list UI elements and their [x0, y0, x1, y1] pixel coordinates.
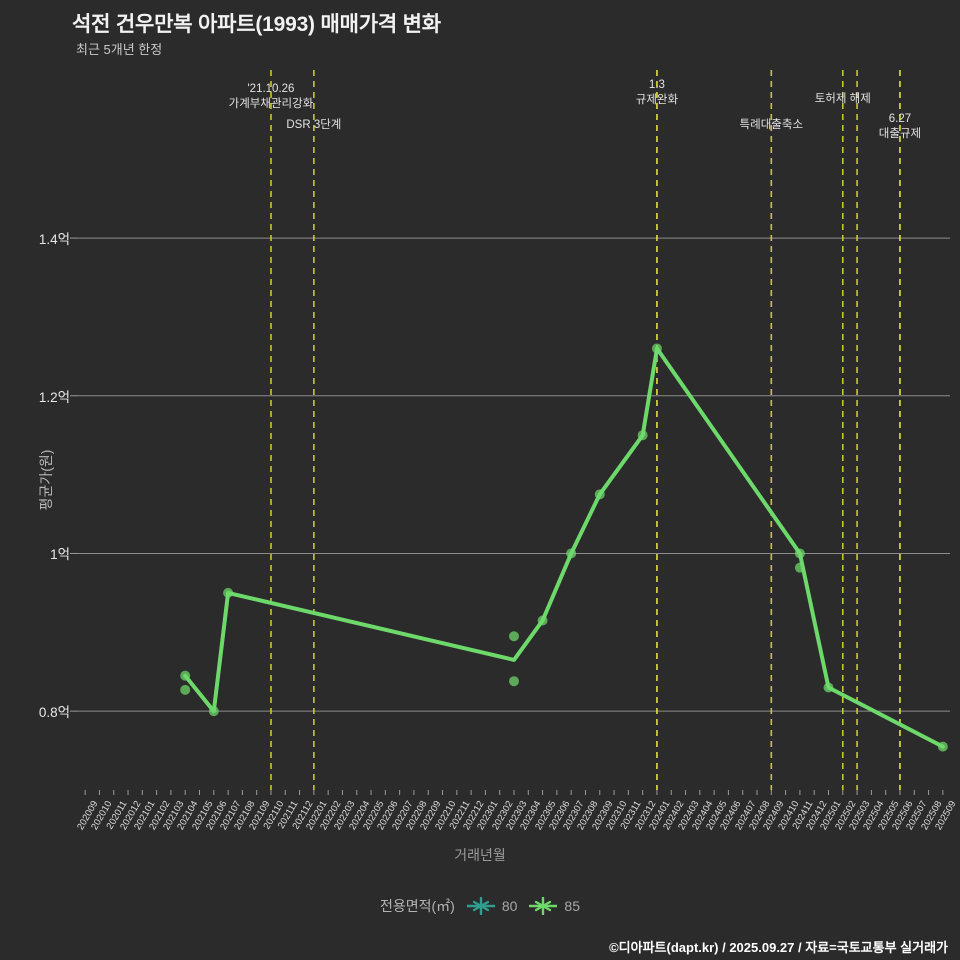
- y-axis-title: 평균가(원): [38, 449, 54, 511]
- annotation-text-1: DSR 3단계: [286, 119, 342, 131]
- annotation-date-6: 6.27: [888, 113, 912, 125]
- annotation-label-6: 6.27 대출규제: [879, 112, 921, 142]
- annotation-label-3: 특례대출축소: [740, 118, 803, 133]
- annotation-text-3: 특례대출축소: [739, 119, 804, 131]
- y-tick-label-3: 1.4억: [38, 232, 70, 248]
- legend-marker-star-85: [529, 897, 558, 915]
- footer-credit: ©디아파트(dapt.kr) / 2025.09.27 / 자료=국토교통부 실…: [609, 940, 948, 955]
- chart-legend: 전용면적(㎡) 80 85: [0, 896, 960, 916]
- page-title: 석전 건우만복 아파트(1993) 매매가격 변화: [72, 13, 441, 36]
- legend-marker-star-80: [466, 897, 495, 915]
- page-subtitle: 최근 5개년 한정: [76, 42, 163, 57]
- annotation-label-1: DSR 3단계: [286, 118, 341, 133]
- annotation-text-0: 가계부채관리강화: [228, 98, 314, 110]
- annotation-text-4: 토허제 해제: [814, 93, 871, 105]
- legend-item-85[interactable]: 85: [529, 897, 580, 915]
- y-tick-label-2: 1.2억: [38, 389, 70, 405]
- legend-item-80[interactable]: 80: [466, 897, 518, 915]
- legend-title: 전용면적(㎡): [379, 898, 455, 914]
- annotation-date-2: 1.3: [648, 79, 665, 91]
- annotation-date-0: '21.10.26: [247, 83, 295, 95]
- y-tick-label-0: 0.8억: [38, 705, 70, 721]
- annotation-text-6: 대출규제: [878, 128, 922, 140]
- legend-item-label-85: 85: [564, 898, 580, 914]
- annotation-label-2: 1.3 규제완화: [636, 78, 678, 108]
- annotation-label-0: '21.10.26 가계부채관리강화: [229, 82, 314, 112]
- annotation-label-4: 토허제 해제: [815, 92, 871, 107]
- annotation-text-2: 규제완화: [635, 94, 679, 106]
- legend-item-label-80: 80: [501, 898, 518, 914]
- y-tick-label-1: 1억: [50, 547, 70, 563]
- x-axis-title: 거래년월: [454, 847, 506, 863]
